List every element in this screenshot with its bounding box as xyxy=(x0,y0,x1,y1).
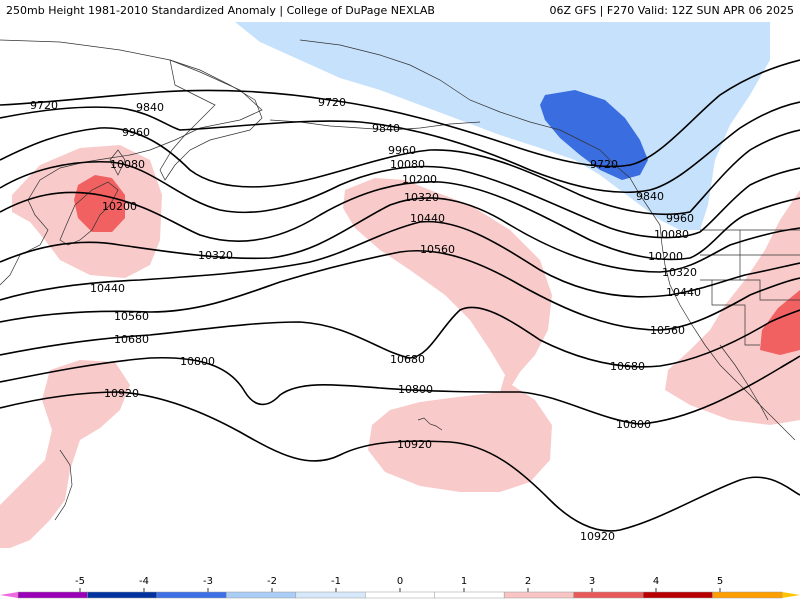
contour-label: 10320 xyxy=(198,249,233,262)
contour-9720 xyxy=(0,59,800,168)
contour-label: 9960 xyxy=(388,144,416,157)
us-state-borders xyxy=(700,229,800,346)
contour-label: 10800 xyxy=(616,418,651,431)
model-run-info: 06Z GFS | F270 Valid: 12Z SUN APR 06 202… xyxy=(549,4,794,17)
contour-label: 10320 xyxy=(662,266,697,279)
map-title: 250mb Height 1981-2010 Standardized Anom… xyxy=(6,4,435,17)
contour-label: 9840 xyxy=(136,101,164,114)
contour-label: 10920 xyxy=(104,387,139,400)
contour-10920 xyxy=(0,391,800,532)
colorbar-segment xyxy=(573,591,644,599)
contour-9840 xyxy=(0,101,800,194)
colorbar-segment xyxy=(642,591,713,599)
contour-label: 9720 xyxy=(30,99,58,112)
colorbar-tick-label: -2 xyxy=(267,576,277,587)
contour-label: 10680 xyxy=(390,353,425,366)
strong-positive-anomaly-area-western-us xyxy=(760,290,800,355)
contour-label: 9960 xyxy=(666,212,694,225)
contour-10800 xyxy=(0,355,800,425)
alaska-coastline xyxy=(299,39,651,211)
contour-10680 xyxy=(0,306,800,368)
contour-9960 xyxy=(0,127,800,216)
kamchatka-coastline xyxy=(159,59,263,181)
contour-label: 10680 xyxy=(114,333,149,346)
contour-label: 10560 xyxy=(114,310,149,323)
contour-label: 10560 xyxy=(420,243,455,256)
colorbar-segment xyxy=(365,591,435,599)
colorbar-segment xyxy=(434,591,505,599)
contour-label: 10200 xyxy=(402,173,437,186)
colorbar-tick-label: -3 xyxy=(203,576,213,587)
anomaly-colorbar: -5 -4 -3 -2 -1 0 1 2 3 4 5 xyxy=(0,576,800,599)
positive-anomaly-area-central-pacific xyxy=(343,178,552,492)
anomaly-shading xyxy=(0,22,800,548)
colorbar-min-arrow xyxy=(0,592,18,598)
height-contours xyxy=(0,59,800,532)
contour-10080 xyxy=(0,160,800,239)
contour-label: 10080 xyxy=(390,158,425,171)
contour-10560 xyxy=(0,249,800,331)
colorbar-tick-label: 3 xyxy=(589,576,595,587)
map-canvas[interactable]: 9720 9720 9720 9840 9840 9840 9960 9960 … xyxy=(0,22,800,568)
contour-label: 10440 xyxy=(410,212,445,225)
contour-label: 10920 xyxy=(580,530,615,543)
colorbar-max-arrow xyxy=(782,592,800,598)
japan-coastline xyxy=(59,181,119,246)
contour-label: 9960 xyxy=(122,126,150,139)
colorbar-segment xyxy=(712,591,783,599)
colorbar-segments xyxy=(0,591,800,599)
contour-label: 9720 xyxy=(590,158,618,171)
colorbar-tick-label: 1 xyxy=(461,576,467,587)
contour-10200 xyxy=(0,180,800,261)
contour-label: 10800 xyxy=(398,383,433,396)
contour-label: 10080 xyxy=(654,228,689,241)
colorbar-segment xyxy=(226,591,297,599)
positive-anomaly-area-western-us xyxy=(665,190,800,425)
contour-label: 9720 xyxy=(318,96,346,109)
colorbar-segment xyxy=(87,591,158,599)
contour-label: 10800 xyxy=(180,355,215,368)
contour-labels: 9720 9720 9720 9840 9840 9840 9960 9960 … xyxy=(30,96,701,543)
philippines-coastline xyxy=(54,449,73,521)
contour-label: 10200 xyxy=(648,250,683,263)
baja-california-coastline xyxy=(719,344,769,421)
map-header: 250mb Height 1981-2010 Standardized Anom… xyxy=(0,0,800,22)
contour-label: 10080 xyxy=(110,158,145,171)
contour-label: 10440 xyxy=(666,286,701,299)
colorbar-tick-label: -4 xyxy=(139,576,149,587)
colorbar-tick-label: 4 xyxy=(653,576,659,587)
colorbar-tick-label: -5 xyxy=(75,576,85,587)
colorbar-segment xyxy=(295,591,366,599)
contour-label: 10320 xyxy=(404,191,439,204)
contour-label: 9840 xyxy=(636,190,664,203)
hawaii-islands xyxy=(417,417,443,431)
strong-negative-anomaly-area xyxy=(540,90,648,180)
contour-label: 10200 xyxy=(102,200,137,213)
colorbar-tick-label: 2 xyxy=(525,576,531,587)
negative-anomaly-area-gulf-of-alaska xyxy=(235,22,770,230)
colorbar-tick-labels: -5 -4 -3 -2 -1 0 1 2 3 4 5 xyxy=(75,576,723,592)
positive-anomaly-area-west-pacific xyxy=(0,360,130,548)
contour-label: 10680 xyxy=(610,360,645,373)
colorbar-segment xyxy=(156,591,227,599)
north-america-coastline xyxy=(649,209,796,441)
contour-label: 10440 xyxy=(90,282,125,295)
coastlines xyxy=(0,39,800,521)
sakhalin-coastline xyxy=(109,149,126,176)
colorbar-tick-label: 0 xyxy=(397,576,403,587)
contour-label: 10920 xyxy=(397,438,432,451)
asia-coastline xyxy=(0,39,263,286)
colorbar-segment xyxy=(503,591,574,599)
strong-positive-anomaly-area-japan xyxy=(74,175,125,232)
contour-10320 xyxy=(0,197,800,273)
colorbar-tick-label: 5 xyxy=(717,576,723,587)
contour-label: 10560 xyxy=(650,324,685,337)
contour-10440 xyxy=(0,220,800,301)
colorbar-segment xyxy=(17,591,88,599)
contour-label: 9840 xyxy=(372,122,400,135)
colorbar-tick-label: -1 xyxy=(331,576,341,587)
